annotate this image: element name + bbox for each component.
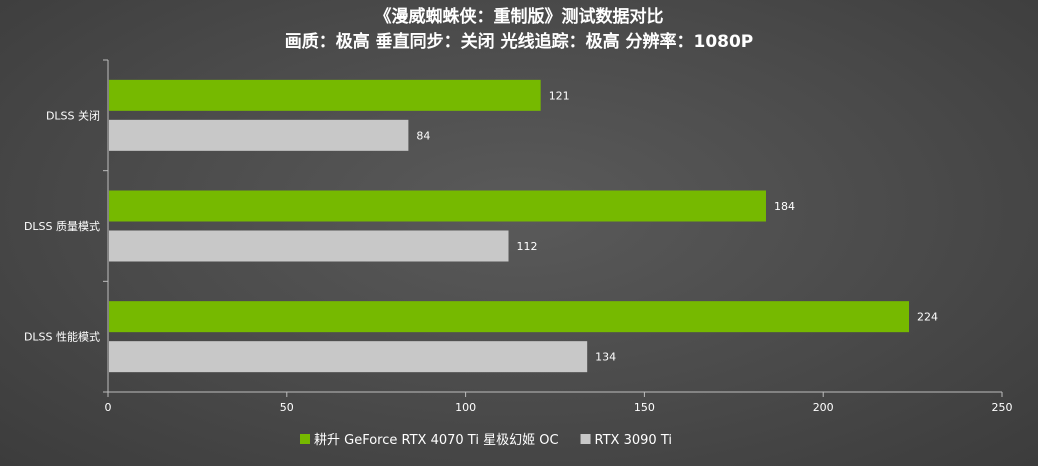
x-tick-label: 50 xyxy=(280,401,294,414)
bar xyxy=(109,190,766,222)
legend-label: RTX 3090 Ti xyxy=(595,433,672,448)
data-label: 134 xyxy=(595,351,616,364)
bar xyxy=(109,119,409,151)
data-label: 184 xyxy=(774,200,795,213)
x-tick-label: 100 xyxy=(455,401,476,414)
bar xyxy=(109,341,588,373)
data-label: 121 xyxy=(549,89,570,102)
bar xyxy=(109,79,541,111)
x-axis: 0 50 100 150 200 250 xyxy=(105,391,1013,414)
category-label: DLSS 关闭 xyxy=(46,108,100,122)
legend-label: 耕升 GeForce RTX 4070 Ti 星极幻姬 OC xyxy=(314,432,559,448)
category-label: DLSS 质量模式 xyxy=(24,220,100,233)
legend-swatch xyxy=(580,434,591,444)
x-tick-label: 250 xyxy=(992,401,1013,414)
data-label: 112 xyxy=(517,240,538,253)
plot-area: DLSS 关闭 121 84 DLSS 质量模式 184 112 DLSS 性能模式 224 1… xyxy=(24,59,938,393)
bar xyxy=(109,301,910,333)
x-tick-label: 150 xyxy=(634,401,655,414)
legend: 耕升 GeForce RTX 4070 Ti 星极幻姬 OC RTX 3090 T… xyxy=(300,432,672,448)
category-label: DLSS 性能模式 xyxy=(24,330,100,344)
x-tick-label: 200 xyxy=(813,401,834,414)
chart-subtitle: 画质：极高 垂直同步：关闭 光线追踪：极高 分辨率：1080P xyxy=(285,31,754,52)
bar xyxy=(109,230,509,262)
data-label: 224 xyxy=(917,311,938,324)
data-label: 84 xyxy=(416,129,430,142)
x-tick-label: 0 xyxy=(105,401,112,414)
chart-title: 《漫威蜘蛛侠：重制版》测试数据对比 xyxy=(375,6,664,27)
legend-swatch xyxy=(300,434,310,444)
